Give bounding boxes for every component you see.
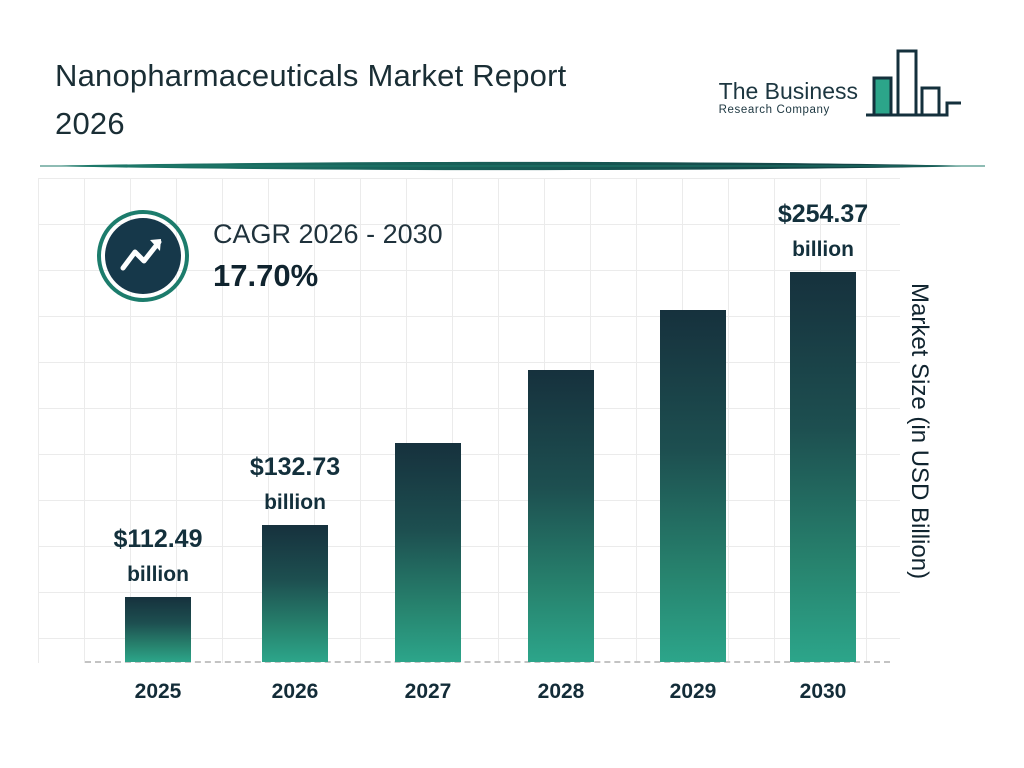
- company-subname: Research Company: [718, 104, 830, 116]
- page-title-line1: Nanopharmaceuticals Market Report: [55, 58, 567, 93]
- page-title-line2: 2026: [55, 106, 125, 142]
- value-amount: $112.49: [113, 525, 203, 553]
- x-tick-2030: 2030: [799, 680, 847, 703]
- trend-up-icon: [97, 210, 189, 302]
- x-tick-2027: 2027: [404, 680, 452, 703]
- x-tick-2029: 2029: [669, 680, 717, 703]
- header-divider: [40, 161, 985, 171]
- value-label-2026: $132.73 billion: [250, 453, 340, 515]
- bar-2025: [125, 597, 191, 662]
- x-tick-2026: 2026: [271, 680, 319, 703]
- value-amount: $132.73: [249, 453, 341, 481]
- chart-grid: [38, 178, 900, 663]
- bar-2030: [790, 272, 856, 662]
- value-label-2025: $112.49 billion: [114, 525, 203, 587]
- company-logo-text: The Business Research Company: [718, 77, 858, 130]
- logo-bars-icon: [866, 49, 961, 117]
- cagr-text: CAGR 2026 - 2030 17.70%: [213, 219, 443, 294]
- value-amount: $254.37: [777, 200, 869, 228]
- y-axis-title: Market Size (in USD Billion): [906, 283, 933, 580]
- company-name: The Business: [718, 77, 858, 104]
- page-title: Nanopharmaceuticals Market Report 2026: [55, 52, 715, 148]
- cagr-value: 17.70%: [213, 257, 319, 293]
- x-tick-2025: 2025: [134, 680, 182, 703]
- value-unit: billion: [792, 238, 854, 261]
- value-unit: billion: [264, 491, 326, 514]
- cagr-label: CAGR 2026 - 2030: [213, 218, 443, 249]
- bar-2026: [262, 525, 328, 662]
- cagr-badge: CAGR 2026 - 2030 17.70%: [97, 210, 443, 302]
- x-axis-line: [85, 661, 890, 663]
- value-label-2030: $254.37 billion: [778, 200, 868, 262]
- bar-2028: [528, 370, 594, 662]
- x-tick-2028: 2028: [537, 680, 585, 703]
- bar-2029: [660, 310, 726, 662]
- bar-2027: [395, 443, 461, 662]
- company-logo: The Business Research Company: [719, 48, 964, 130]
- value-unit: billion: [127, 563, 189, 586]
